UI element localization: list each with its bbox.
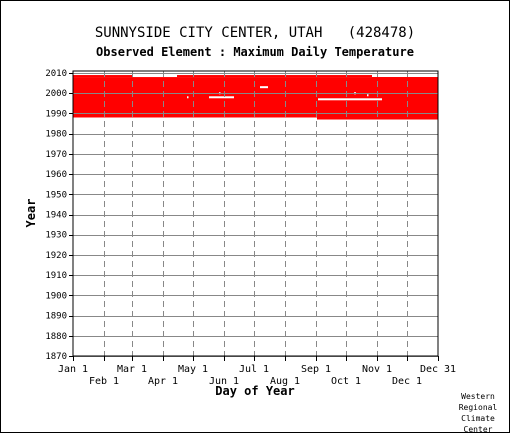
x-tick-label: Aug 1 <box>270 376 300 387</box>
x-tick-label: Jul 1 <box>239 364 269 375</box>
y-tick-label: 1920 <box>45 251 67 261</box>
y-tick-label: 1910 <box>45 271 67 281</box>
y-tick-label: 1870 <box>45 352 67 362</box>
y-tick-label: 1980 <box>45 130 67 140</box>
data-gap <box>187 96 189 99</box>
x-tick-label: Nov 1 <box>362 364 392 375</box>
x-tick-label: Jun 1 <box>209 376 239 387</box>
y-tick-label: 1990 <box>45 109 67 119</box>
x-tick-label: May 1 <box>178 364 208 375</box>
data-gap <box>209 96 234 99</box>
data-block <box>177 75 372 78</box>
y-tick-label: 1960 <box>45 170 67 180</box>
y-tick-label: 1950 <box>45 190 67 200</box>
x-tick-label: Oct 1 <box>331 376 361 387</box>
y-tick-label: 1970 <box>45 150 67 160</box>
x-tick-label: Apr 1 <box>148 376 178 387</box>
chart-subtitle: Observed Element : Maximum Daily Tempera… <box>96 45 414 59</box>
x-tick-label: Feb 1 <box>89 376 119 387</box>
data-layer <box>73 75 438 120</box>
plot-border <box>72 70 439 357</box>
y-tick-label: 2010 <box>45 69 67 79</box>
x-tick-label: Jan 1 <box>58 364 88 375</box>
x-tick-label: Sep 1 <box>301 364 331 375</box>
data-block <box>317 117 438 120</box>
y-tick-label: 2000 <box>45 89 67 99</box>
y-tick-label: 1890 <box>45 312 67 322</box>
data-gap <box>318 98 382 101</box>
credit-line: Western <box>461 392 495 401</box>
y-tick-label: 1940 <box>45 211 67 221</box>
x-axis-label: Day of Year <box>215 384 294 398</box>
y-tick-layer: 1870 1880 1890 1900 1910 1920 1930 1940 1950 1960… <box>45 69 73 362</box>
data-block <box>372 77 438 82</box>
y-tick-label: 1880 <box>45 332 67 342</box>
credit-block: Western Regional Climate Center <box>453 391 503 433</box>
chart-title: SUNNYSIDE CITY CENTER, UTAH (428478) <box>94 25 416 41</box>
data-gap <box>260 86 268 89</box>
y-tick-label: 1930 <box>45 231 67 241</box>
grid-layer <box>73 71 438 357</box>
x-tick-layer: Jan 1 Mar 1 May 1 Jul 1 Sep 1 Nov 1 Dec 31 Feb … <box>58 356 456 387</box>
x-tick-label: Mar 1 <box>117 364 147 375</box>
x-tick-label: Dec 31 <box>420 364 456 375</box>
credit-line: Regional <box>458 403 498 412</box>
credit-line: Center <box>463 425 493 433</box>
credit-line: Climate <box>461 414 495 423</box>
x-tick-label: Dec 1 <box>392 376 422 387</box>
data-block <box>73 75 132 78</box>
y-tick-label: 1900 <box>45 291 67 301</box>
y-axis-label: Year <box>24 199 38 228</box>
data-gap <box>367 94 369 97</box>
data-block <box>73 77 438 118</box>
